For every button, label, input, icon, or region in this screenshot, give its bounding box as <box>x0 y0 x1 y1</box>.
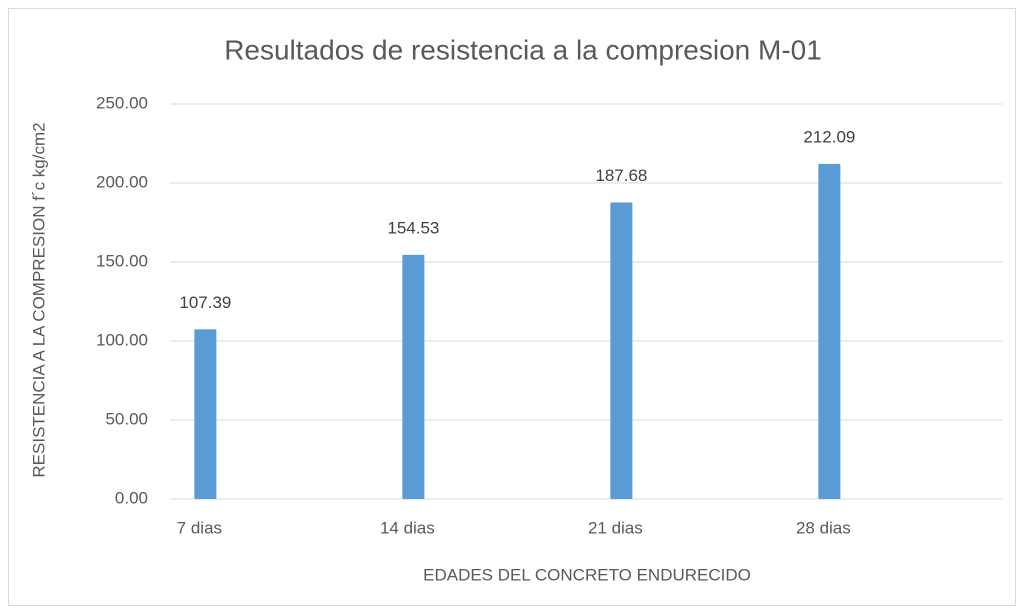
data-label: 154.53 <box>387 218 439 237</box>
y-tick-label: 150.00 <box>96 251 148 270</box>
x-tick-label: 7 dias <box>177 518 222 537</box>
y-tick-label: 100.00 <box>96 330 148 349</box>
data-label: 187.68 <box>595 166 647 185</box>
bar <box>818 163 841 499</box>
y-tick-label: 50.00 <box>105 409 148 428</box>
chart-title: Resultados de resistencia a la compresio… <box>224 34 822 65</box>
y-tick-label: 0.00 <box>115 488 148 507</box>
x-tick-label: 14 dias <box>380 518 435 537</box>
x-tick-label: 28 dias <box>796 518 851 537</box>
data-label: 107.39 <box>179 293 231 312</box>
x-axis-label: EDADES DEL CONCRETO ENDURECIDO <box>423 565 751 584</box>
y-axis-label: RESISTENCIA A LA COMPRESION f´c kg/cm2 <box>29 122 48 477</box>
y-tick-label: 200.00 <box>96 172 148 191</box>
bar <box>402 254 425 499</box>
bar <box>610 202 633 499</box>
bar <box>194 329 217 499</box>
chart-frame <box>8 8 1016 606</box>
x-tick-label: 21 dias <box>588 518 643 537</box>
data-label: 212.09 <box>803 127 855 146</box>
y-tick-label: 250.00 <box>96 93 148 112</box>
